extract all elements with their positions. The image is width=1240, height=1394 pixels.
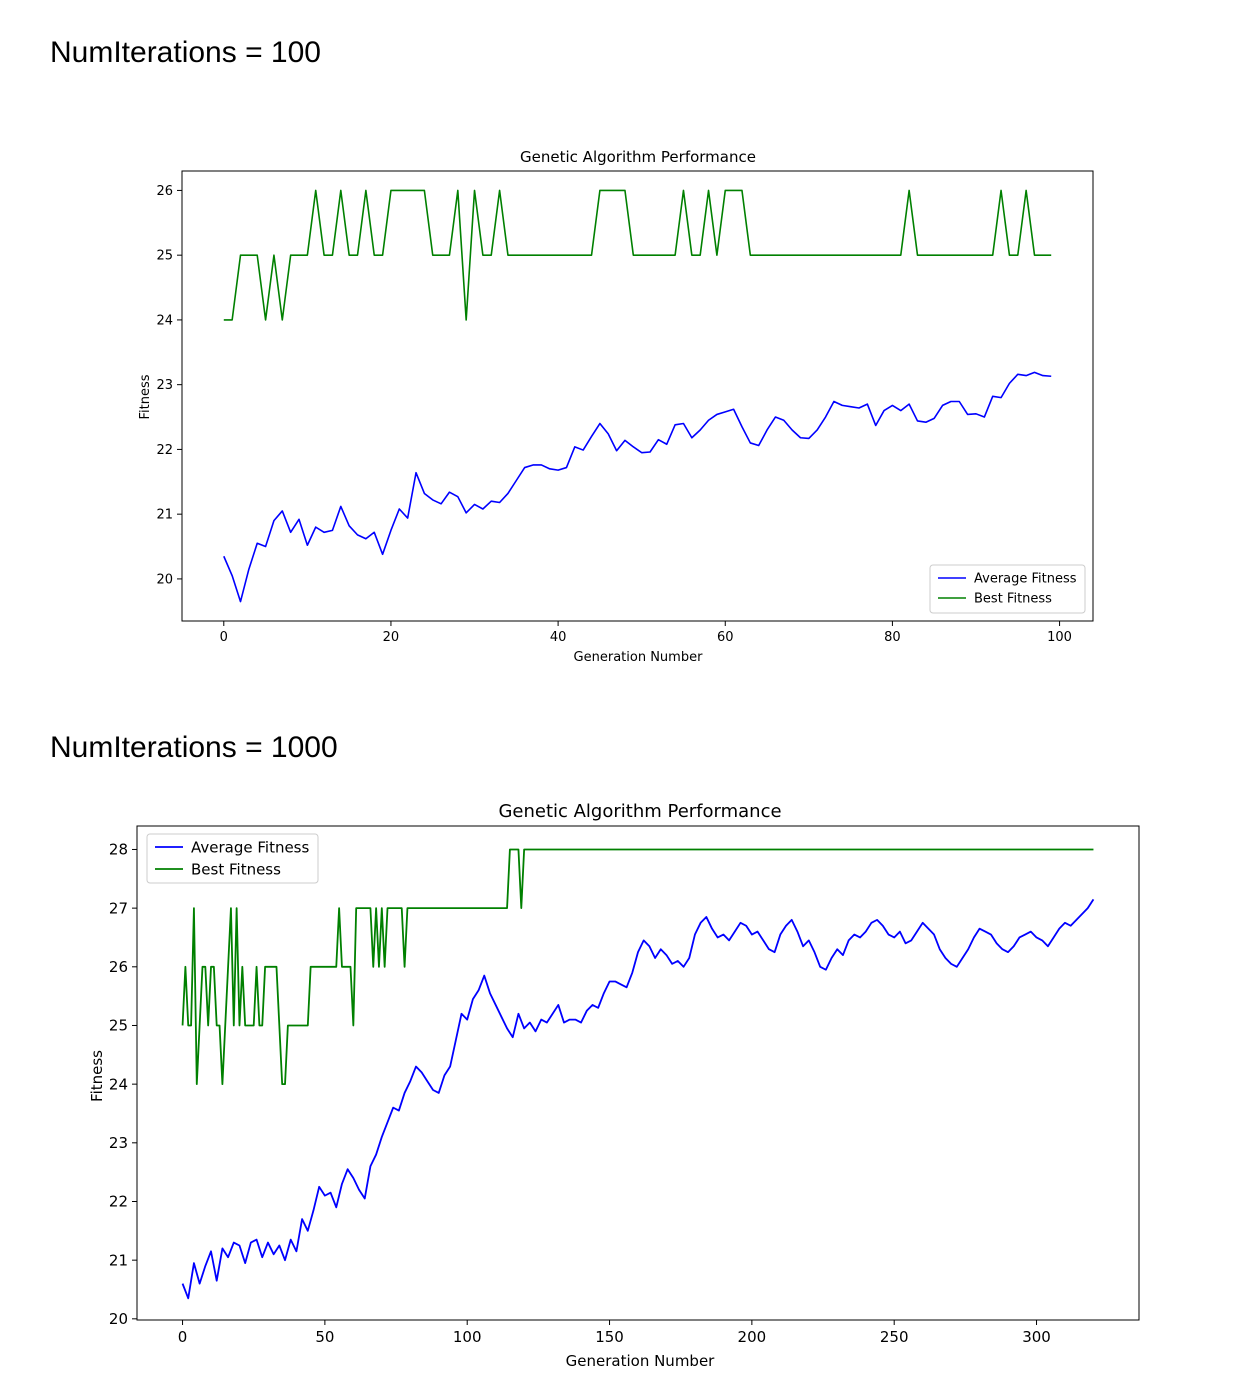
legend-box xyxy=(929,564,1086,614)
y-axis-label: Fitness xyxy=(88,1050,106,1102)
y-tick-label: 26 xyxy=(156,184,173,199)
x-tick-label: 50 xyxy=(315,1328,334,1346)
x-tick-label: 100 xyxy=(453,1328,482,1346)
y-tick-label: 23 xyxy=(156,378,173,393)
chart-title: Genetic Algorithm Performance xyxy=(520,148,756,166)
y-axis-label: Fitness xyxy=(138,374,153,419)
x-tick-label: 100 xyxy=(1047,630,1072,645)
y-tick-label: 20 xyxy=(156,572,173,587)
chart-title: Genetic Algorithm Performance xyxy=(498,801,781,822)
series-line-average-fitness xyxy=(181,898,1095,1300)
plot-area: 0 20 40 60 80 100 20 21 22 23 24 25 26 Average Fitnes… xyxy=(156,170,1094,645)
y-tick-label: 23 xyxy=(109,1134,128,1152)
y-tick-label: 21 xyxy=(109,1251,128,1269)
legend-label: Average Fitness xyxy=(191,838,310,856)
x-tick-label: 60 xyxy=(717,630,734,645)
legend-label: Average Fitness xyxy=(974,572,1077,587)
x-tick-label: 0 xyxy=(220,630,228,645)
x-tick-label: 150 xyxy=(595,1328,624,1346)
legend-box xyxy=(146,833,319,884)
x-axis-label: Generation Number xyxy=(574,650,704,665)
plot-area: 0 50 100 150 200 250 300 20 21 22 23 24 25 26 27 28 Aver… xyxy=(109,825,1140,1346)
x-tick-label: 20 xyxy=(383,630,400,645)
x-tick-label: 0 xyxy=(178,1328,188,1346)
y-tick-label: 24 xyxy=(109,1075,128,1093)
legend: Average Fitness Best Fitness xyxy=(146,833,319,884)
series-line-average-fitness xyxy=(223,371,1052,603)
heading-num-iterations-1000: NumIterations = 1000 xyxy=(50,731,338,764)
y-tick-label: 25 xyxy=(109,1017,128,1035)
series-line-best-fitness xyxy=(223,189,1052,321)
y-tick-label: 26 xyxy=(109,958,128,976)
y-tick-label: 25 xyxy=(156,249,173,264)
x-tick-label: 300 xyxy=(1022,1328,1051,1346)
x-tick-label: 250 xyxy=(880,1328,909,1346)
x-tick-label: 80 xyxy=(884,630,901,645)
y-tick-label: 22 xyxy=(156,443,173,458)
legend-label: Best Fitness xyxy=(974,592,1052,607)
y-tick-label: 27 xyxy=(109,899,128,917)
axes-frame xyxy=(181,170,1094,622)
legend: Average Fitness Best Fitness xyxy=(929,564,1086,614)
y-tick-label: 20 xyxy=(109,1310,128,1328)
y-tick-label: 21 xyxy=(156,508,173,523)
legend-label: Best Fitness xyxy=(191,860,281,878)
x-tick-label: 40 xyxy=(550,630,567,645)
x-tick-label: 200 xyxy=(738,1328,767,1346)
y-tick-label: 24 xyxy=(156,313,173,328)
axes-frame xyxy=(136,825,1140,1321)
series-line-best-fitness xyxy=(181,848,1094,1086)
x-axis-label: Generation Number xyxy=(566,1352,716,1370)
y-tick-label: 28 xyxy=(109,841,128,859)
y-tick-label: 22 xyxy=(109,1193,128,1211)
chart-100-iterations: Genetic Algorithm Performance Generation… xyxy=(138,148,1094,665)
chart-1000-iterations: Genetic Algorithm Performance Generation… xyxy=(88,801,1140,1370)
heading-num-iterations-100: NumIterations = 100 xyxy=(50,36,321,69)
